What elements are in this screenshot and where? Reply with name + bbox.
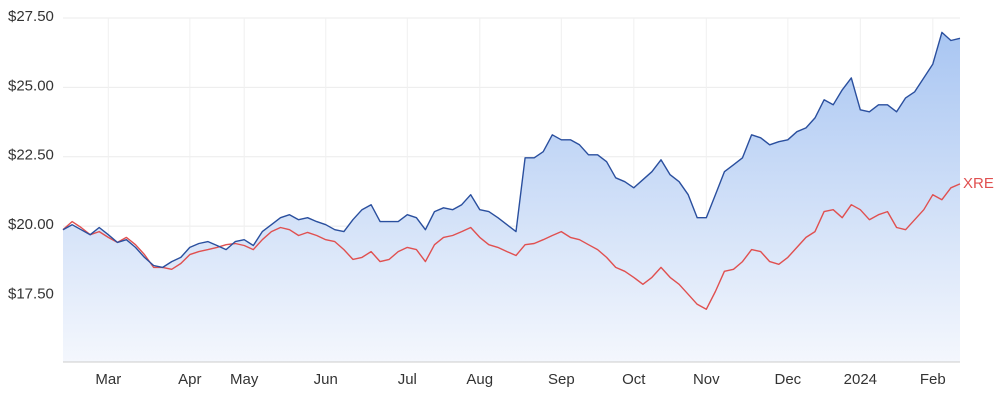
- y-tick-label: $17.50: [8, 285, 54, 302]
- x-tick-label: Mar: [95, 371, 121, 388]
- y-tick-label: $25.00: [8, 77, 54, 94]
- x-tick-label: Dec: [775, 371, 802, 388]
- x-tick-label: Jul: [398, 371, 417, 388]
- x-tick-label: Oct: [622, 371, 646, 388]
- line-series: [62, 183, 961, 310]
- x-tick-label: Jun: [314, 371, 338, 388]
- x-tick-label: May: [230, 371, 259, 388]
- y-tick-label: $20.00: [8, 216, 54, 233]
- y-tick-label: $27.50: [8, 8, 54, 25]
- x-tick-label: Sep: [548, 371, 575, 388]
- x-tick-label: Feb: [920, 371, 946, 388]
- area-fill: [63, 32, 960, 363]
- series-end-label: XRE: [963, 175, 994, 192]
- line-series: [62, 31, 961, 269]
- x-tick-label: Apr: [178, 371, 201, 388]
- x-tick-label: Aug: [466, 371, 493, 388]
- y-tick-label: $22.50: [8, 147, 54, 164]
- x-tick-label: Nov: [693, 371, 720, 388]
- x-tick-label: 2024: [844, 371, 877, 388]
